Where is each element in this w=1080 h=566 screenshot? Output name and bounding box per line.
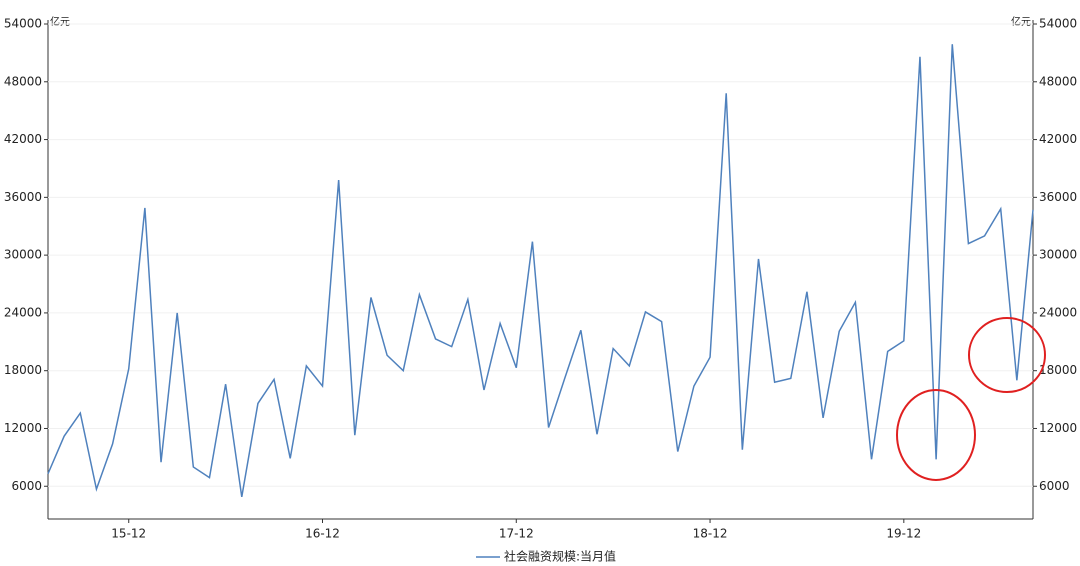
y2-tick-label: 36000: [1039, 190, 1077, 204]
x-tick-label: 18-12: [693, 527, 728, 541]
y-tick-label: 30000: [4, 248, 42, 262]
y-unit: 亿元: [50, 15, 70, 28]
y-tick-label: 36000: [4, 190, 42, 204]
y-tick-label: 18000: [4, 363, 42, 377]
y2-tick-label: 30000: [1039, 248, 1077, 262]
x-tick-label: 17-12: [499, 527, 534, 541]
y2-unit: 亿元: [1011, 15, 1031, 28]
highlight-circle: [896, 389, 976, 481]
y2-tick-label: 12000: [1039, 421, 1077, 435]
y-tick-label: 6000: [11, 479, 42, 493]
x-tick-label: 19-12: [886, 527, 921, 541]
x-tick-label: 16-12: [305, 527, 340, 541]
y2-tick-label: 6000: [1039, 479, 1070, 493]
y2-tick-label: 48000: [1039, 74, 1077, 88]
y-tick-label: 54000: [4, 17, 42, 31]
y-tick-label: 48000: [4, 74, 42, 88]
y2-tick-label: 24000: [1039, 305, 1077, 319]
line-series: [47, 44, 1034, 497]
y-tick-label: 12000: [4, 421, 42, 435]
y-tick-label: 42000: [4, 132, 42, 146]
y-tick-label: 24000: [4, 305, 42, 319]
y2-tick-label: 18000: [1039, 363, 1077, 377]
highlight-circle: [968, 317, 1046, 393]
x-tick-label: 15-12: [111, 527, 146, 541]
y2-tick-label: 54000: [1039, 17, 1077, 31]
y2-tick-label: 42000: [1039, 132, 1077, 146]
legend-label: 社会融资规模:当月值: [504, 549, 616, 564]
